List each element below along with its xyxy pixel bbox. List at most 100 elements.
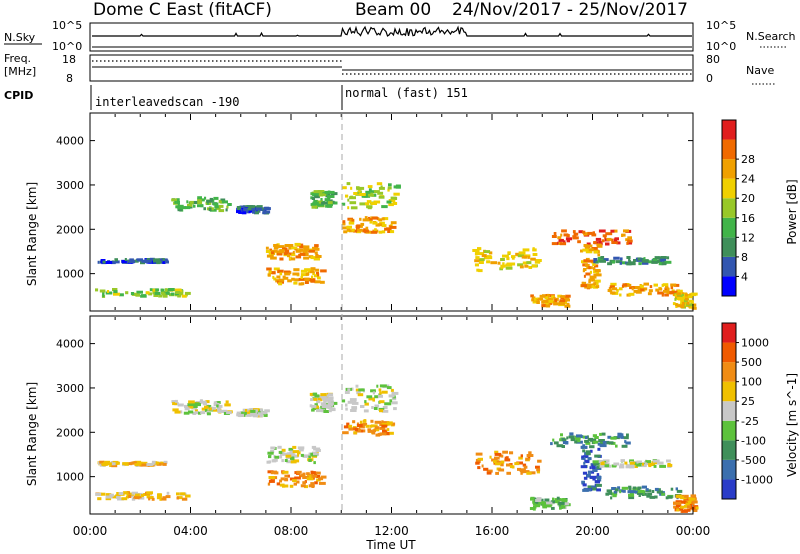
power-blob-0-cell: [135, 293, 140, 297]
power-blob-5-cell: [320, 280, 325, 284]
velocity-blob-13-cell: [611, 487, 617, 490]
velocity-blob-6-cell: [327, 403, 331, 407]
power-blob-7-cell: [350, 206, 358, 210]
velocity-blob-13-cell: [619, 490, 622, 494]
power-blob-1-cell: [128, 260, 136, 264]
power-blob-1-cell: [144, 260, 148, 264]
velocity-blob-7-cell: [370, 389, 376, 393]
power-blob-0-cell: [106, 290, 110, 293]
velocity-blob-11-cell: [550, 442, 553, 446]
velocity-blob-0-cell: [159, 497, 162, 501]
power-blob-5-cell: [282, 275, 286, 279]
power-axes: 1000 2000 3000 4000: [56, 114, 694, 310]
power-blob-10-cell: [551, 295, 555, 299]
velocity-blob-14-cell: [619, 463, 625, 467]
power-blob-2-cell: [225, 208, 228, 212]
velocity-blob-13-cell: [617, 486, 621, 490]
power-blob-10-cell: [565, 294, 571, 298]
velocity-blob-4-cell: [281, 448, 286, 452]
power-blob-12-cell: [593, 282, 597, 286]
velocity-blob-0-cell: [135, 493, 140, 497]
velocity-blob-11-cell: [568, 435, 575, 439]
velocity-blob-2-cell: [225, 400, 229, 404]
power-blob-0-cell: [184, 291, 191, 295]
power-blob-12-cell: [592, 267, 596, 271]
velocity-blob-5-cell: [318, 481, 326, 485]
velocity-blob-5-cell: [282, 470, 289, 474]
power-blob-10-cell: [536, 301, 540, 304]
velocity-blob-9-cell: [511, 465, 515, 469]
power-blob-6-cell: [314, 195, 320, 199]
power-blob-11-cell: [559, 242, 567, 246]
velocity-blob-9-cell: [504, 458, 511, 462]
power-blob-9-cell: [532, 264, 538, 268]
power-blob-8-cell: [381, 230, 386, 234]
velocity-blob-12-cell: [589, 466, 592, 470]
power-blob-2-cell: [189, 200, 195, 204]
velocity-blob-0-cell: [98, 492, 106, 496]
power-blob-6-cell: [321, 201, 328, 205]
velocity-blob-14-cell: [648, 463, 656, 466]
power-blob-2-cell: [221, 200, 228, 204]
velocity-blob-4-cell: [291, 458, 295, 462]
power-blob-12-cell: [597, 253, 601, 257]
velocity-blob-5-cell: [269, 479, 272, 483]
power-blob-8-cell: [375, 223, 380, 227]
power-blob-8-cell: [370, 230, 378, 234]
velocity-colorbar-tick-label: 25: [741, 395, 755, 408]
power-blob-5-cell: [314, 280, 321, 284]
velocity-blob-2-cell: [172, 402, 178, 406]
velocity-blob-8-cell: [370, 419, 374, 423]
power-blob-13-cell: [618, 287, 623, 291]
power-blob-7-cell: [345, 194, 349, 198]
time-tick-label: 00:00: [73, 524, 108, 538]
power-blob-0-cell: [162, 294, 168, 298]
power-blob-6-cell: [324, 198, 330, 202]
power-blob-1-cell: [152, 259, 159, 263]
power-blob-4-cell: [284, 249, 290, 253]
velocity-blob-7-cell: [351, 406, 358, 410]
power-blob-6-cell: [313, 199, 319, 203]
power-blob-12-cell: [592, 263, 596, 267]
velocity-blob-12-cell: [582, 483, 587, 487]
velocity-blob-11-cell: [602, 440, 610, 444]
power-blob-11-cell: [613, 229, 618, 233]
power-blob-11-cell: [566, 239, 570, 243]
power-blob-3-cell: [251, 207, 256, 211]
velocity-blob-7-cell: [345, 407, 348, 411]
power-blob-7-cell: [347, 198, 350, 202]
velocity-blob-15-cell: [676, 508, 680, 512]
velocity-blob-4-cell: [274, 455, 279, 459]
power-blob-13-cell: [642, 287, 648, 291]
velocity-blob-0-cell: [146, 491, 153, 495]
power-blob-11-cell: [602, 234, 607, 238]
velocity-blob-7-cell: [355, 388, 359, 392]
velocity-blob-0-cell: [117, 497, 124, 501]
power-blob-5-cell: [301, 282, 305, 286]
time-tick-label: 00:00: [676, 524, 711, 538]
velocity-blob-1-cell: [163, 460, 168, 464]
power-blob-5-cell: [310, 267, 316, 271]
velocity-blob-12-cell: [587, 470, 592, 474]
velocity-blob-10-cell: [563, 502, 570, 506]
power-blob-4-cell: [291, 257, 296, 261]
power-blob-8-cell: [390, 230, 395, 234]
velocity-blob-6-cell: [330, 401, 338, 405]
velocity-blob-0-cell: [97, 497, 102, 501]
velocity-blob-5-cell: [312, 474, 318, 478]
time-axis-label: Time UT: [365, 538, 416, 552]
power-blob-13-cell: [628, 292, 635, 296]
velocity-blob-5-cell: [279, 483, 285, 487]
velocity-blob-12-cell: [591, 464, 595, 468]
velocity-blob-14-cell: [645, 462, 651, 466]
power-blob-0-cell: [164, 291, 170, 295]
velocity-blob-12-cell: [585, 450, 591, 454]
power-blob-4-cell: [271, 251, 275, 255]
power-blob-13-cell: [610, 291, 616, 295]
velocity-blob-7-cell: [371, 406, 374, 409]
velocity-blob-2-cell: [198, 411, 202, 415]
power-blob-15-cell: [690, 292, 698, 296]
velocity-blob-8-cell: [374, 420, 382, 424]
power-blob-6-cell: [310, 196, 313, 200]
power-blob-14-cell: [619, 261, 622, 265]
